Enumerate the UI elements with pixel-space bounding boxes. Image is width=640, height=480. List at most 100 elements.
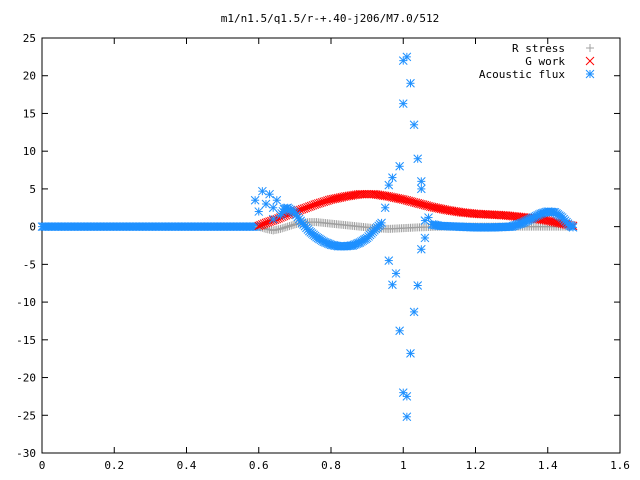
data-point	[371, 190, 381, 199]
chart-title: m1/n1.5/q1.5/r-+.40-j206/M7.0/512	[221, 12, 440, 25]
series-g-work	[254, 189, 578, 231]
data-point	[409, 307, 419, 317]
legend-marker	[585, 69, 595, 79]
data-point	[350, 190, 359, 200]
data-point	[268, 203, 278, 213]
data-point	[541, 215, 551, 225]
data-point	[440, 205, 450, 215]
data-point	[395, 326, 404, 336]
data-point	[384, 180, 394, 190]
legend-label: R stress	[512, 42, 565, 55]
data-point	[324, 195, 334, 205]
data-point	[568, 223, 578, 232]
data-point	[386, 192, 395, 202]
y-tick-label: 10	[23, 145, 36, 158]
data-point	[409, 120, 419, 130]
data-point	[402, 52, 412, 62]
data-point	[424, 213, 433, 222]
data-point	[397, 194, 406, 204]
data-point	[416, 199, 426, 209]
data-point	[339, 192, 348, 202]
data-point	[424, 201, 433, 211]
data-point	[254, 207, 264, 216]
y-tick-label: 15	[23, 107, 36, 120]
data-point	[335, 193, 345, 202]
y-tick-label: 25	[23, 32, 36, 45]
data-point	[398, 99, 408, 108]
data-point	[391, 193, 401, 203]
data-point	[389, 193, 399, 202]
legend-marker	[585, 56, 595, 66]
y-tick-label: 20	[23, 70, 36, 83]
data-point	[344, 191, 354, 201]
data-point	[436, 204, 446, 214]
data-point	[380, 203, 390, 213]
x-tick-label: 0.8	[321, 459, 341, 472]
x-tick-label: 0.2	[104, 459, 124, 472]
series-acoustic-flux	[250, 52, 578, 422]
legend-marker	[586, 44, 594, 52]
data-point	[447, 206, 457, 216]
data-point	[384, 192, 394, 201]
data-point	[442, 205, 451, 215]
data-point	[433, 203, 442, 213]
y-tick-label: -25	[16, 409, 36, 422]
data-point	[402, 196, 412, 205]
data-point	[285, 222, 294, 231]
data-point	[348, 190, 358, 200]
data-point	[265, 189, 274, 199]
y-tick-label: 0	[29, 221, 36, 234]
data-point	[416, 244, 426, 254]
data-point	[337, 192, 347, 202]
data-point	[289, 220, 298, 229]
data-point	[449, 206, 459, 216]
data-point	[328, 194, 338, 204]
data-point	[250, 195, 260, 205]
data-point	[543, 216, 553, 225]
data-point	[272, 195, 282, 205]
data-point	[280, 223, 289, 232]
data-point	[415, 199, 424, 209]
data-point	[391, 269, 401, 278]
data-point	[427, 202, 437, 212]
data-point	[431, 203, 441, 213]
data-point	[281, 223, 290, 232]
data-point	[413, 154, 423, 164]
data-point	[416, 184, 426, 194]
x-tick-label: 1.4	[538, 459, 558, 472]
data-point	[407, 197, 417, 207]
data-point	[382, 191, 392, 201]
acoustic-flux-baseline	[37, 222, 262, 231]
data-point	[451, 207, 460, 216]
data-point	[278, 224, 287, 233]
data-point	[395, 161, 404, 171]
data-point	[409, 197, 419, 207]
data-point	[420, 200, 430, 210]
data-point	[444, 205, 453, 215]
data-point	[406, 78, 415, 88]
data-point	[406, 197, 415, 206]
data-point	[413, 281, 423, 290]
data-point	[438, 204, 448, 214]
data-point	[425, 202, 435, 211]
data-point	[380, 191, 390, 201]
data-point	[261, 199, 271, 209]
data-point	[379, 191, 388, 200]
x-tick-label: 0.6	[249, 459, 269, 472]
x-tick-label: 1.6	[610, 459, 630, 472]
data-point	[429, 203, 439, 212]
data-point	[388, 280, 397, 290]
legend-label: G work	[525, 55, 565, 68]
data-point	[398, 195, 408, 204]
data-point	[330, 194, 339, 204]
data-point	[333, 193, 343, 203]
data-point	[418, 200, 428, 210]
data-point	[413, 198, 423, 208]
y-tick-label: -15	[16, 334, 36, 347]
y-tick-label: -30	[16, 447, 36, 460]
data-point	[384, 256, 394, 265]
data-point	[400, 195, 410, 205]
data-point	[377, 190, 386, 200]
